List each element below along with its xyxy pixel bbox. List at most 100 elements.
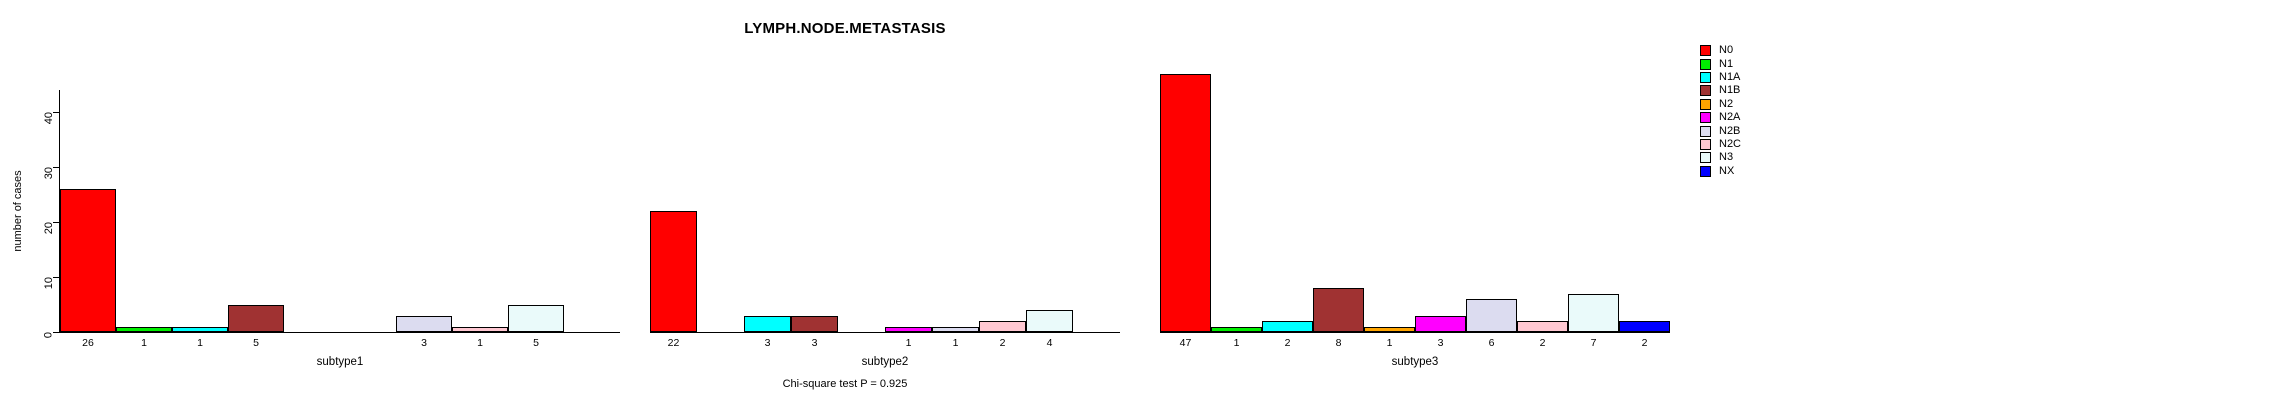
bar-slot	[744, 90, 791, 332]
bar-n3[interactable]	[1026, 310, 1073, 332]
x-axis-count-label: 1	[141, 337, 147, 349]
bar-n1[interactable]	[116, 326, 172, 332]
x-axis-count-label: 1	[1233, 337, 1240, 349]
bar-n0[interactable]	[1160, 73, 1211, 332]
legend-item-label: N0	[1719, 44, 1734, 57]
legend-swatch-icon	[1700, 125, 1711, 137]
legend-swatch-icon	[1700, 112, 1711, 124]
bar-nx[interactable]	[1619, 321, 1670, 332]
bar-n0[interactable]	[60, 189, 116, 332]
chart-panel: 47 1 2 8 1 3 6 2 7 2 subtype3	[1160, 60, 1670, 368]
chart-panel: 22 3 3 1 1 2 4 subtype2	[650, 60, 1120, 368]
legend-item-label: N1A	[1719, 70, 1741, 83]
legend-item[interactable]: N3	[1700, 151, 1850, 164]
bar-n2b[interactable]	[1466, 299, 1517, 332]
y-axis-tick-label: 40	[42, 112, 55, 125]
x-axis-count-label: 3	[1437, 337, 1444, 349]
bar-n0[interactable]	[650, 211, 697, 332]
bar-group	[1160, 73, 1670, 332]
bar-slot	[172, 90, 228, 332]
legend-item[interactable]: N2B	[1700, 124, 1850, 137]
x-axis-count-label: 8	[1335, 337, 1342, 349]
legend-swatch-icon	[1700, 138, 1711, 150]
bar-slot	[1466, 90, 1517, 332]
bar-slot	[228, 90, 284, 332]
page-title: LYMPH.NODE.METASTASIS	[744, 20, 946, 37]
bar-n2b[interactable]	[396, 315, 452, 332]
bar-slot	[1026, 90, 1073, 332]
bar-slot	[979, 90, 1026, 332]
legend-item-label: N2C	[1719, 137, 1742, 150]
bar-slot	[1160, 73, 1211, 332]
bar-n1[interactable]	[1211, 326, 1262, 332]
legend-item-label: N2A	[1719, 111, 1741, 124]
legend-swatch-icon	[1700, 165, 1711, 177]
legend-item[interactable]: N2	[1700, 98, 1850, 111]
y-axis: 0 10 20 30 40	[38, 90, 60, 338]
bar-slot	[116, 90, 172, 332]
bar-n1a[interactable]	[744, 315, 791, 332]
x-axis-count-label	[697, 336, 744, 352]
bar-n1a[interactable]	[1262, 321, 1313, 332]
x-axis-count-label: 1	[197, 337, 203, 349]
x-axis-count-label: 1	[952, 337, 959, 349]
bar-n2c[interactable]	[1517, 321, 1568, 332]
legend-swatch-icon	[1700, 58, 1711, 70]
legend-item[interactable]: N2A	[1700, 111, 1850, 124]
bar-group	[650, 90, 1120, 332]
bar-n2c[interactable]	[979, 321, 1026, 332]
x-axis-labels: 47 1 2 8 1 3 6 2 7 2	[1160, 336, 1670, 352]
bar-n3[interactable]	[1568, 293, 1619, 332]
bar-slot	[1415, 90, 1466, 332]
bar-n1a[interactable]	[172, 326, 228, 332]
bar-n2c[interactable]	[452, 326, 508, 332]
bar-slot	[396, 90, 452, 332]
x-axis-count-label	[1073, 336, 1120, 352]
plot-area	[650, 60, 1120, 333]
bar-n1b[interactable]	[791, 315, 838, 332]
bar-n3[interactable]	[508, 304, 564, 332]
legend-item[interactable]: N2C	[1700, 138, 1850, 151]
legend-item[interactable]: N1A	[1700, 71, 1850, 84]
bar-n2a[interactable]	[885, 326, 932, 332]
bar-n2b[interactable]	[932, 326, 979, 332]
x-axis-count-label: 2	[1539, 337, 1546, 349]
y-axis-tick-label: 30	[42, 167, 55, 180]
y-axis-tick-label: 0	[42, 332, 55, 339]
legend-item-label: N2	[1719, 97, 1734, 110]
legend-item[interactable]: N1	[1700, 57, 1850, 70]
bar-slot	[1262, 90, 1313, 332]
x-axis-line	[1160, 332, 1670, 333]
x-axis-line	[60, 332, 620, 333]
x-axis-count-label: 4	[1046, 337, 1053, 349]
x-axis-count-label	[340, 336, 396, 352]
bar-slot	[1517, 90, 1568, 332]
bar-n2[interactable]	[1364, 326, 1415, 332]
chart-panel: 0 10 20 30 40 26 1 1 5 3 1 5 subtype1	[43, 60, 620, 368]
y-axis-tick	[53, 112, 60, 113]
x-axis-count-label: 3	[811, 337, 818, 349]
legend-swatch-icon	[1700, 71, 1711, 83]
bar-n2a[interactable]	[1415, 315, 1466, 332]
x-axis-count-label: 1	[905, 337, 912, 349]
bar-slot	[1313, 90, 1364, 332]
y-axis-line	[59, 90, 60, 332]
x-axis-labels: 22 3 3 1 1 2 4	[650, 336, 1120, 352]
x-axis-count-label: 22	[667, 337, 680, 349]
legend-item[interactable]: N1B	[1700, 84, 1850, 97]
bar-slot	[1619, 90, 1670, 332]
legend-swatch-icon	[1700, 152, 1711, 164]
y-axis-title-wrap: number of cases	[10, 90, 26, 332]
x-axis-count-label: 1	[1386, 337, 1393, 349]
bar-slot	[508, 90, 564, 332]
bar-slot	[284, 90, 340, 332]
y-axis-tick	[53, 332, 60, 333]
bar-n1b[interactable]	[228, 304, 284, 332]
bar-slot	[932, 90, 979, 332]
bar-slot	[650, 90, 697, 332]
bar-n1b[interactable]	[1313, 288, 1364, 332]
legend-item[interactable]: NX	[1700, 165, 1850, 178]
legend-item[interactable]: N0	[1700, 44, 1850, 57]
plot-area: 0 10 20 30 40	[43, 60, 620, 338]
chi-square-annotation: Chi-square test P = 0.925	[782, 378, 908, 390]
